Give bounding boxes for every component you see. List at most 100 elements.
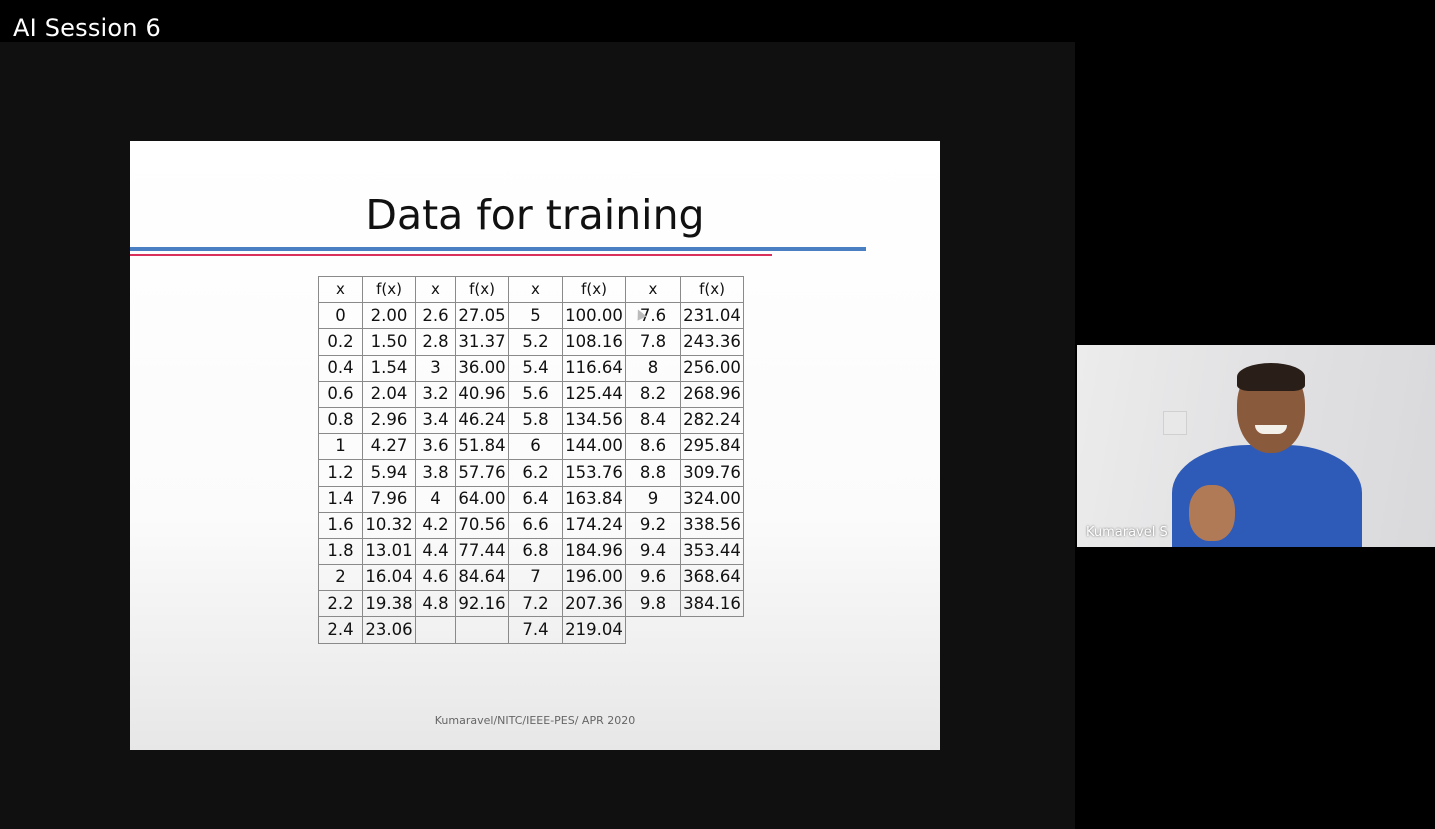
table-row: 1 4.27 3.6 51.84 6 144.00 8.6 295.84 [318,433,744,461]
participant-video-tile[interactable]: Kumaravel S [1077,345,1435,547]
participant-hair [1237,363,1305,391]
table-cell: 116.64 [562,354,626,382]
table-cell: 243.36 [680,328,744,356]
table-cell: 9.2 [625,511,681,539]
table-cell: 125.44 [562,380,626,408]
table-cell: 40.96 [455,380,509,408]
table-cell: 338.56 [680,511,744,539]
table-cell: 256.00 [680,354,744,382]
table-cell: 64.00 [455,485,509,513]
table-cell: 163.84 [562,485,626,513]
table-cell: 1 [318,433,363,461]
presentation-slide: Data for training x f(x) x f(x) x f(x) x f(x) 0 2… [130,141,940,750]
table-cell: 295.84 [680,433,744,461]
table-cell: 3.6 [415,433,456,461]
table-cell: 77.44 [455,537,509,566]
table-cell: 5.4 [508,354,563,382]
table-cell: 4 [415,485,456,513]
table-cell: 7.96 [362,485,416,513]
table-cell: 324.00 [680,485,744,513]
session-title: AI Session 6 [13,14,161,42]
table-row: 0.8 2.96 3.4 46.24 5.8 134.56 8.4 282.24 [318,406,744,435]
table-cell: 7.2 [508,590,563,618]
table-cell: 57.76 [455,459,509,487]
table-cell [681,617,744,643]
table-row: 1.8 13.01 4.4 77.44 6.8 184.96 9.4 353.44 [318,537,744,566]
table-cell: 6.4 [508,485,563,513]
table-cell: 8.2 [625,380,681,408]
table-cell: 23.06 [362,616,416,644]
table-cell: 268.96 [680,380,744,408]
table-row: 2.2 19.38 4.8 92.16 7.2 207.36 9.8 384.16 [318,590,744,618]
table-cell: 2 [318,564,363,592]
table-cell: 4.27 [362,433,416,461]
table-cell: 92.16 [455,590,509,618]
table-cell: 153.76 [562,459,626,487]
table-cell: 8.6 [625,433,681,461]
table-header-row: x f(x) x f(x) x f(x) x f(x) [318,275,744,304]
table-cell: 282.24 [680,406,744,435]
table-header-cell: f(x) [362,275,416,304]
table-cell: 5 [508,302,563,330]
table-cell: 1.50 [362,328,416,356]
table-cell: 10.32 [362,511,416,539]
table-cell: 5.6 [508,380,563,408]
table-cell: 1.54 [362,354,416,382]
table-cell: 9.6 [625,564,681,592]
table-cell: 4.6 [415,564,456,592]
table-cell: 7.6 [625,302,681,330]
table-row: 0.2 1.50 2.8 31.37 5.2 108.16 7.8 243.36 [318,328,744,356]
table-header-cell: x [508,275,563,304]
table-row: 1.2 5.94 3.8 57.76 6.2 153.76 8.8 309.76 [318,459,744,487]
table-cell: 0.2 [318,328,363,356]
table-cell: 8.8 [625,459,681,487]
table-cell: 51.84 [455,433,509,461]
table-cell: 6 [508,433,563,461]
table-cell: 174.24 [562,511,626,539]
table-row: 2.4 23.06 7.4 219.04 [318,616,744,644]
table-cell: 9.4 [625,537,681,566]
table-row: 1.4 7.96 4 64.00 6.4 163.84 9 324.00 [318,485,744,513]
title-rule-blue [130,247,866,251]
training-data-table: x f(x) x f(x) x f(x) x f(x) 0 2.00 2.6 27.05 5 100.00… [318,275,744,644]
table-cell: 5.2 [508,328,563,356]
table-cell [415,616,456,644]
table-cell: 7.4 [508,616,563,644]
table-cell: 9 [625,485,681,513]
table-cell: 134.56 [562,406,626,435]
table-cell: 4.2 [415,511,456,539]
table-cell: 70.56 [455,511,509,539]
participant-hand [1189,485,1235,541]
table-cell: 31.37 [455,328,509,356]
table-cell: 0 [318,302,363,330]
table-header-cell: f(x) [562,275,626,304]
participant-name: Kumaravel S [1086,525,1168,540]
table-cell: 0.8 [318,406,363,435]
table-cell: 4.4 [415,537,456,566]
table-cell: 6.6 [508,511,563,539]
participant-smile [1255,425,1287,434]
table-cell: 2.2 [318,590,363,618]
table-row: 2 16.04 4.6 84.64 7 196.00 9.6 368.64 [318,564,744,592]
table-cell: 7.8 [625,328,681,356]
table-cell: 1.6 [318,511,363,539]
table-cell [626,617,681,643]
table-cell: 0.6 [318,380,363,408]
table-cell: 16.04 [362,564,416,592]
table-cell: 5.8 [508,406,563,435]
table-cell: 219.04 [562,616,626,644]
table-cell: 184.96 [562,537,626,566]
table-row: 0.4 1.54 3 36.00 5.4 116.64 8 256.00 [318,354,744,382]
table-row: 0.6 2.04 3.2 40.96 5.6 125.44 8.2 268.96 [318,380,744,408]
table-cell: 3.4 [415,406,456,435]
table-row: 1.6 10.32 4.2 70.56 6.6 174.24 9.2 338.56 [318,511,744,539]
wall-switch [1163,411,1187,435]
table-cell: 2.04 [362,380,416,408]
table-cell: 384.16 [680,590,744,618]
table-cell: 2.6 [415,302,456,330]
table-cell: 1.8 [318,537,363,566]
table-cell: 1.4 [318,485,363,513]
table-cell: 2.00 [362,302,416,330]
table-cell: 3.2 [415,380,456,408]
